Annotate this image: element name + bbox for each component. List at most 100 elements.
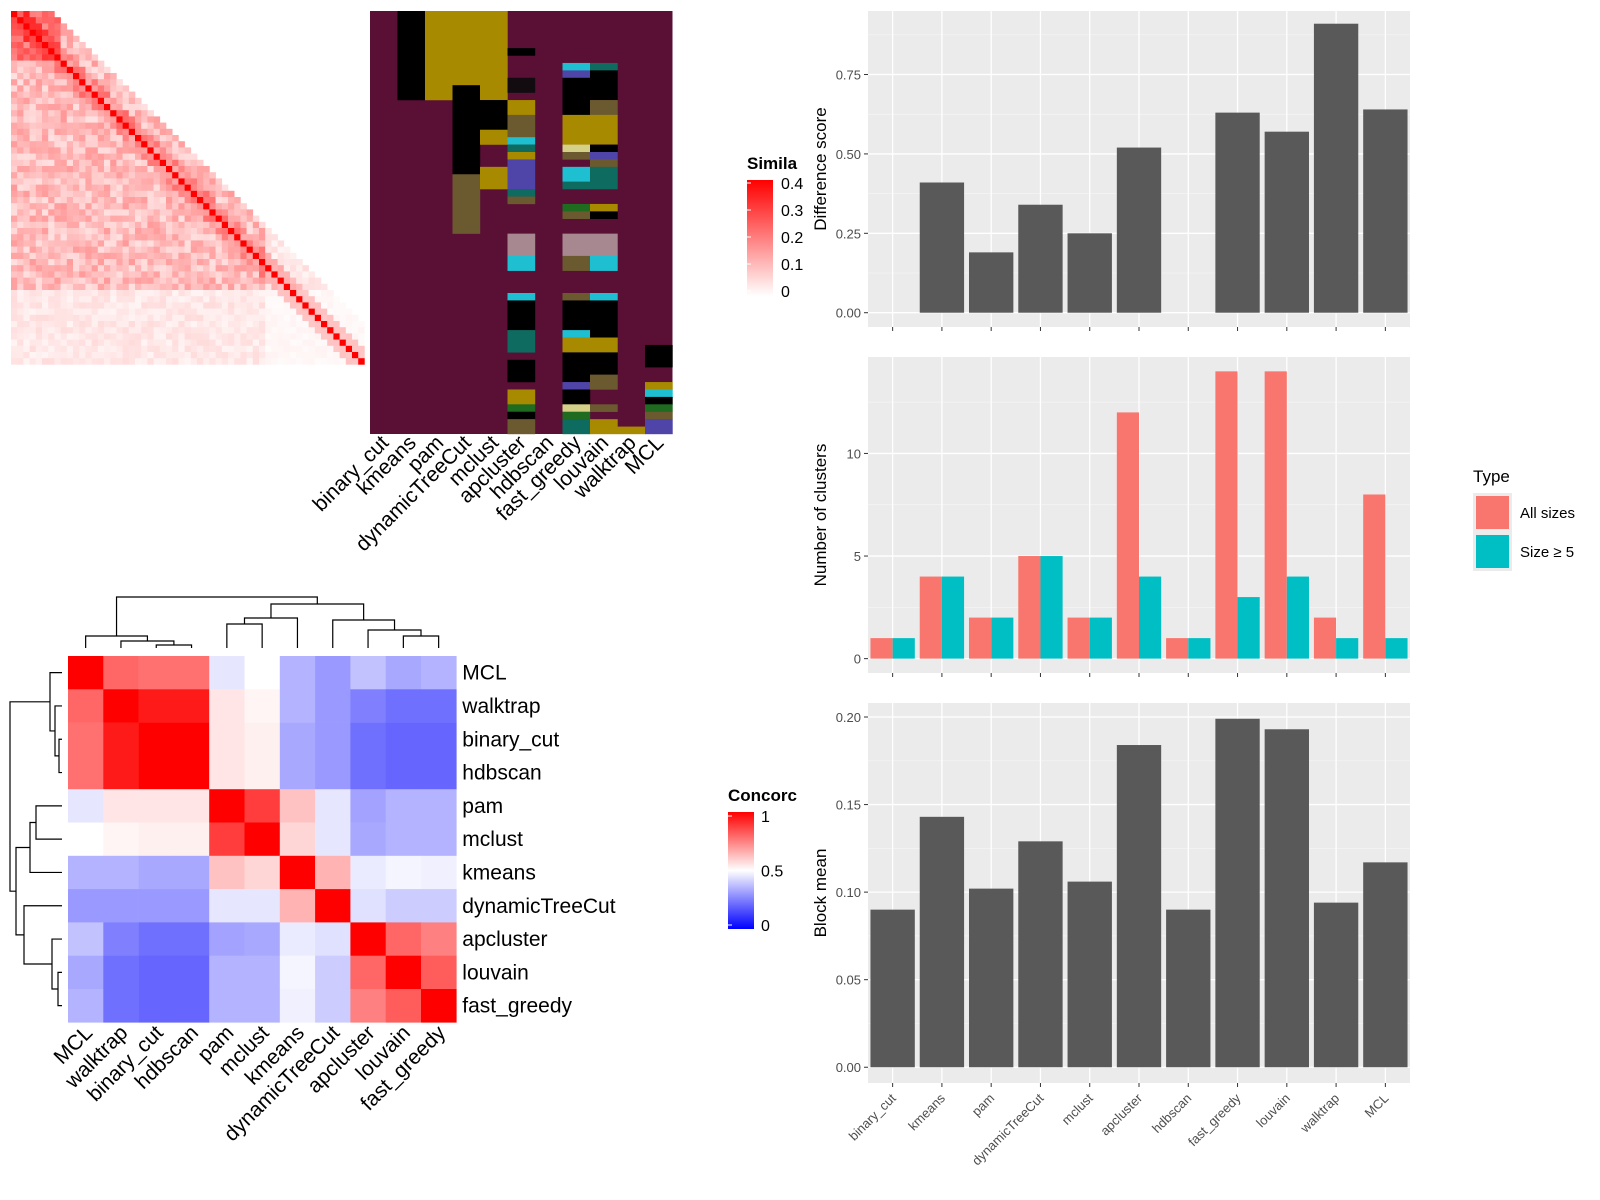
similarity-cell [184,352,192,359]
similarity-cell [29,48,37,55]
similarity-cell [159,209,167,216]
similarity-cell [91,122,99,130]
similarity-cell [184,345,192,353]
similarity-cell [122,296,130,303]
x-tick-label-pam: pam [969,1091,997,1119]
similarity-cell [128,203,136,210]
similarity-cell [54,122,61,130]
similarity-cell [23,48,30,55]
similarity-cell [128,221,136,229]
similarity-cell [54,172,61,179]
concordance-cell [244,989,281,1023]
similarity-cell [60,54,68,61]
similarity-cell [54,352,61,359]
similarity-cell [60,259,68,266]
similarity-cell [23,215,30,223]
similarity-cell [135,141,142,148]
similarity-cell [97,66,105,74]
similarity-cell [147,128,154,136]
bar-all-sizes-mcl [1363,494,1386,659]
similarity-cell [128,110,136,117]
similarity-cell [66,209,74,216]
similarity-cell [60,110,68,117]
similarity-cell [302,358,309,365]
similarity-cell [327,339,334,347]
y-tick-label: 0.10 [836,885,861,900]
similarity-cell [197,327,204,334]
similarity-cell [339,345,347,353]
concordance-cell [103,989,139,1023]
similarity-cell [66,116,74,123]
similarity-cell [17,122,24,130]
similarity-cell [128,234,136,241]
similarity-cell [358,321,365,328]
similarity-cell [60,339,68,347]
similarity-cell [178,277,185,285]
similarity-cell [29,17,37,24]
similarity-cell [11,166,18,173]
similarity-cell [29,271,37,278]
similarity-cell [209,327,216,334]
similarity-cell [221,271,229,278]
similarity-cell [54,215,61,223]
similarity-cell [190,166,198,173]
similarity-cell [178,228,185,235]
assignment-cell-louvain [590,352,618,375]
similarity-cell [79,321,86,328]
similarity-cell [141,116,148,123]
similarity-cell [104,321,111,328]
similarity-cell [296,314,303,322]
similarity-cell [54,228,61,235]
bar-size-5-louvain [1286,576,1309,659]
similarity-cell [184,327,192,334]
similarity-cell [172,228,179,235]
similarity-cell [60,321,68,328]
similarity-cell [147,228,154,235]
assignment-cell-louvain [590,255,618,271]
concordance-cell [279,955,316,990]
similarity-cell [128,352,136,359]
similarity-cell [135,197,142,204]
similarity-cell [166,135,173,142]
similarity-cell [314,277,322,285]
similarity-cell [85,104,92,111]
similarity-cell [135,277,142,285]
similarity-cell [73,54,80,61]
similarity-cell [265,333,272,340]
similarity-cell [122,203,130,210]
similarity-cell [221,333,229,340]
similarity-cell [23,259,30,266]
similarity-cell [197,228,204,235]
similarity-cell [147,277,154,285]
similarity-cell [333,339,340,347]
y-tick-label: 0.00 [836,1060,861,1075]
similarity-cell [283,327,291,334]
similarity-cell [11,333,18,340]
y-tick-label: 0.50 [836,147,861,162]
similarity-cell [166,128,173,136]
concordance-row-label-pam: pam [462,795,503,818]
similarity-cell [42,48,49,55]
similarity-cell [48,259,55,266]
similarity-cell [215,352,223,359]
similarity-cell [42,60,49,68]
similarity-cell [215,240,223,247]
similarity-cell [42,116,49,123]
similarity-cell [259,246,266,254]
similarity-cell [327,352,334,359]
similarity-cell [122,172,130,179]
similarity-cell [73,147,80,154]
similarity-cell [110,110,117,117]
similarity-legend-colorbar [747,180,773,296]
similarity-cell [252,283,260,291]
similarity-cell [203,259,210,266]
similarity-cell [296,345,303,353]
similarity-cell [197,215,204,223]
similarity-cell [290,358,297,365]
similarity-cell [79,166,86,173]
similarity-cell [35,91,43,99]
similarity-cell [178,141,185,148]
similarity-cell [283,333,291,340]
similarity-cell [104,184,111,192]
